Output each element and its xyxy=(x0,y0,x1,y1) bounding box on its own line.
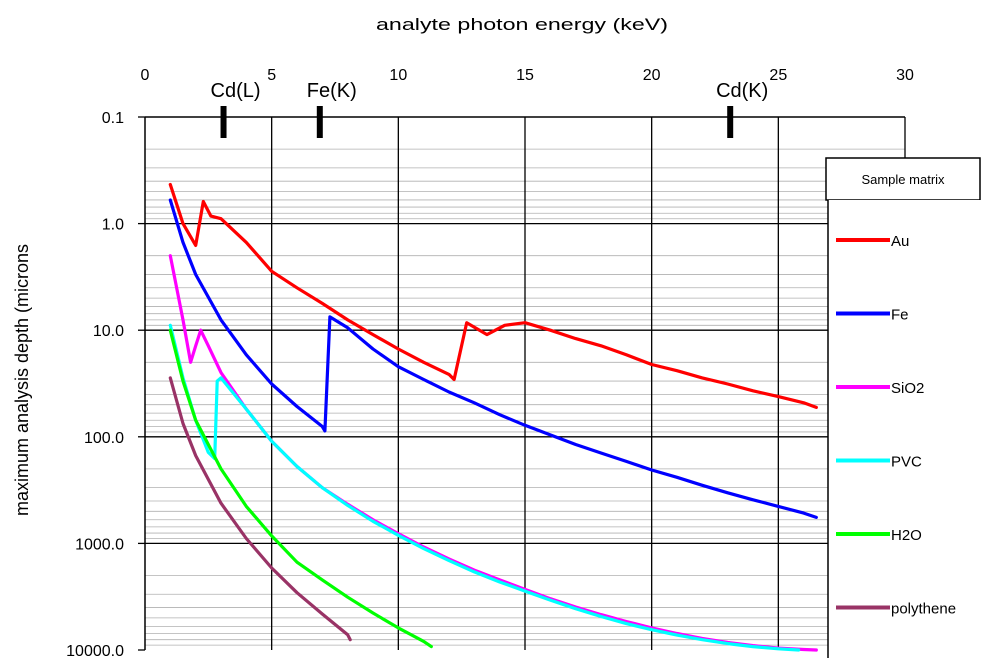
tick-labels: 0 5 10 15 20 25 30 0.1 1.0 10.0 100.0 1000.0 10000.0 xyxy=(66,67,914,658)
x-tick-label: 15 xyxy=(516,67,534,84)
legend-label-polythene: polythene xyxy=(891,601,956,618)
legend-label-sio2: SiO2 xyxy=(891,380,924,397)
x-tick-label: 30 xyxy=(896,67,914,84)
edge-markers: Cd(L) Fe(K) Cd(K) xyxy=(211,80,768,138)
y-axis-label: maximum analysis depth (microns xyxy=(12,244,32,516)
x-tick-label: 10 xyxy=(389,67,407,84)
y-tick-label: 100.0 xyxy=(84,430,124,447)
series-lines xyxy=(168,182,818,652)
legend-title-box xyxy=(825,157,981,201)
x-tick-label: 5 xyxy=(267,67,276,84)
marker-label-cdl: Cd(L) xyxy=(211,80,261,102)
x-tick-label: 0 xyxy=(141,67,150,84)
axes xyxy=(138,116,905,651)
legend-title: Sample matrix xyxy=(861,172,945,187)
series-line-sio2 xyxy=(168,254,818,652)
series-line-au xyxy=(168,182,818,409)
series-line-polythene xyxy=(168,376,352,642)
series-line-pvc xyxy=(168,323,801,652)
legend-label-fe: Fe xyxy=(891,307,909,324)
legend-label-pvc: PVC xyxy=(891,454,922,471)
marker-label-fek: Fe(K) xyxy=(307,80,357,102)
grid-lines xyxy=(145,117,906,650)
legend-panel xyxy=(828,200,985,658)
y-tick-label: 0.1 xyxy=(102,110,124,127)
series-line-fe xyxy=(168,198,818,520)
legend-label-h2o: H2O xyxy=(891,527,922,544)
y-tick-label: 1.0 xyxy=(102,217,124,234)
legend: Sample matrix Au Fe SiO2 PVC H2O polythene xyxy=(825,157,985,658)
series-line-h2o xyxy=(168,328,433,649)
x-tick-label: 25 xyxy=(769,67,787,84)
x-tick-label: 20 xyxy=(643,67,661,84)
marker-label-cdk: Cd(K) xyxy=(716,80,768,102)
y-tick-label: 10000.0 xyxy=(66,643,124,658)
y-tick-label: 1000.0 xyxy=(75,536,124,553)
legend-label-au: Au xyxy=(891,233,909,250)
x-axis-label: analyte photon energy (keV) xyxy=(376,15,668,34)
y-tick-label: 10.0 xyxy=(93,323,124,340)
